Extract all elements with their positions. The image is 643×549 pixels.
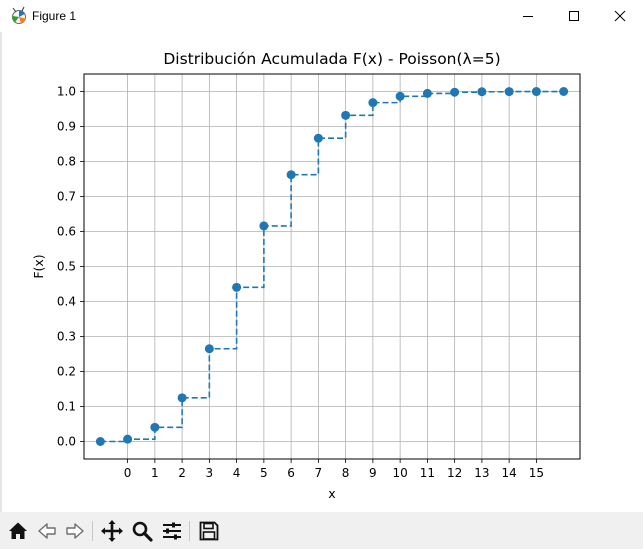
matplotlib-app-icon [12,6,26,24]
cdf-point [559,87,569,96]
x-tick-label: 14 [502,466,517,480]
cdf-point [259,221,269,231]
cdf-point [450,87,460,97]
y-tick-label: 0.1 [57,400,76,414]
cdf-point [95,437,105,446]
y-tick-label: 0.5 [57,260,76,274]
pan-icon [101,520,123,542]
x-tick-label: 8 [342,466,350,480]
y-tick-label: 0.2 [57,365,76,379]
save-icon [199,521,219,541]
maximize-button[interactable] [551,0,597,32]
forward-button[interactable] [62,518,88,544]
y-tick-label: 0.9 [57,120,76,134]
cdf-point [204,344,214,354]
cdf-point [422,88,432,98]
cdf-point [123,434,133,444]
close-button[interactable] [597,0,643,32]
forward-arrow-icon [66,523,84,539]
x-tick-label: 6 [287,466,295,480]
y-tick-label: 0.0 [57,435,76,449]
x-tick-label: 3 [206,466,214,480]
window-titlebar: Figure 1 [0,0,643,32]
cdf-point [341,110,351,120]
x-tick-label: 12 [447,466,462,480]
x-tick-label: 10 [392,466,407,480]
minimize-button[interactable] [505,0,551,32]
chart-title: Distribución Acumulada F(x) - Poisson(λ=… [163,50,500,68]
back-button[interactable] [34,518,60,544]
zoom-button[interactable] [129,518,155,544]
x-tick-label: 1 [151,466,159,480]
cdf-point [313,133,323,143]
cdf-point [150,422,160,432]
x-tick-label: 0 [124,466,132,480]
x-tick-label: 13 [474,466,489,480]
cdf-point [504,87,514,97]
window-title: Figure 1 [32,9,77,23]
y-ticks: 0.0 0.1 0.2 0.3 0.4 0.5 0.6 0.7 0.8 0.9 1.0 [57,85,84,449]
y-tick-label: 0.8 [57,155,76,169]
x-tick-label: 11 [420,466,435,480]
close-icon [614,10,626,22]
home-button[interactable] [5,518,31,544]
y-tick-label: 0.7 [57,190,76,204]
x-ticks: 0 1 2 3 4 5 6 7 8 9 10 11 12 13 14 15 [124,459,544,480]
minimize-icon [523,16,533,17]
pan-button[interactable] [99,518,125,544]
y-tick-label: 0.4 [57,295,76,309]
y-tick-label: 0.6 [57,225,76,239]
y-tick-label: 1.0 [57,85,76,99]
configure-subplots-button[interactable] [159,518,185,544]
x-tick-label: 2 [178,466,186,480]
x-tick-label: 5 [260,466,268,480]
cdf-point [286,170,296,180]
cdf-points [95,87,569,446]
zoom-icon [132,521,153,542]
configure-subplots-icon [163,522,181,540]
x-tick-label: 7 [315,466,323,480]
y-tick-label: 0.3 [57,330,76,344]
cdf-point [477,87,487,97]
cdf-step-line [100,90,565,443]
back-arrow-icon [38,523,56,539]
cdf-chart: 0 1 2 3 4 5 6 7 8 9 10 11 12 13 14 15 0.00.10.20.30.40.… [31,50,581,501]
cdf-point [177,393,187,403]
y-axis-label: F(x) [31,254,46,278]
x-tick-label: 9 [369,466,377,480]
x-tick-label: 15 [529,466,544,480]
grid-lines [84,74,580,459]
toolbar-separator [189,521,190,541]
figure-canvas[interactable]: 0 1 2 3 4 5 6 7 8 9 10 11 12 13 14 15 0.0 0.1 0.2 0.3 0.4 0.… [2,32,643,512]
home-icon [9,522,27,539]
cdf-point [531,87,541,97]
x-axis-label: x [328,486,335,501]
cdf-point [368,98,378,108]
save-button[interactable] [196,518,222,544]
cdf-point [232,282,242,292]
maximize-icon [569,11,579,21]
cdf-point [395,91,405,101]
x-tick-label: 4 [233,466,241,480]
window-left-edge [0,32,2,512]
toolbar-separator [92,521,93,541]
navigation-toolbar [0,512,643,549]
